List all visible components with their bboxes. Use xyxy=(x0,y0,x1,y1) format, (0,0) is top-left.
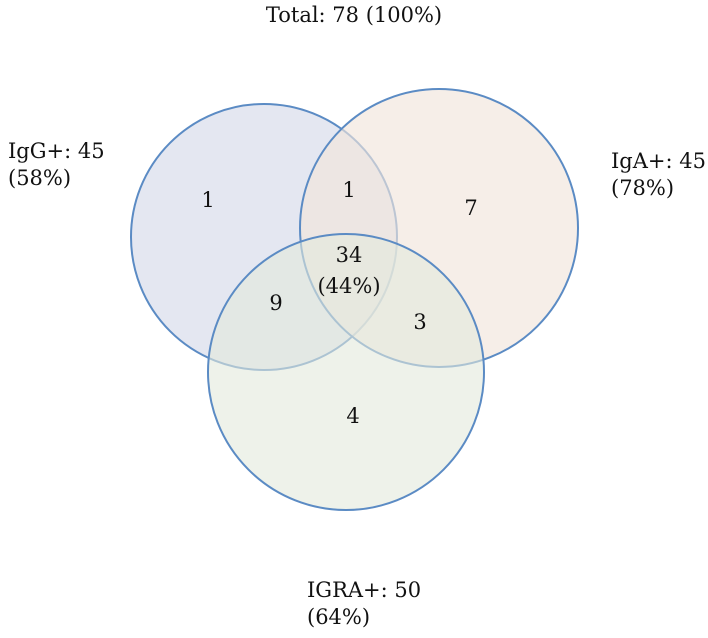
igg-label: IgG+: 45 (58%) xyxy=(8,139,111,190)
region-igg-iga: 1 xyxy=(342,178,355,202)
region-all-three: 34 xyxy=(336,243,363,267)
region-iga-igra: 3 xyxy=(413,310,426,334)
region-all-three-percent: (44%) xyxy=(317,274,380,298)
region-igg-igra: 9 xyxy=(269,291,282,315)
iga-label-count: IgA+: 45 xyxy=(611,149,706,173)
igra-circle xyxy=(207,233,485,511)
igra-label-percent: (64%) xyxy=(307,605,370,629)
igg-label-count: IgG+: 45 xyxy=(8,139,105,163)
iga-label: IgA+: 45 (78%) xyxy=(611,149,708,200)
diagram-title: Total: 78 (100%) xyxy=(266,3,442,27)
igra-label-count: IGRA+: 50 xyxy=(307,578,421,602)
igg-label-percent: (58%) xyxy=(8,166,71,190)
region-igg-only: 1 xyxy=(201,188,214,212)
region-iga-only: 7 xyxy=(464,196,477,220)
iga-label-percent: (78%) xyxy=(611,176,674,200)
igra-label: IGRA+: 50 (64%) xyxy=(307,578,428,629)
region-igra-only: 4 xyxy=(346,404,359,428)
